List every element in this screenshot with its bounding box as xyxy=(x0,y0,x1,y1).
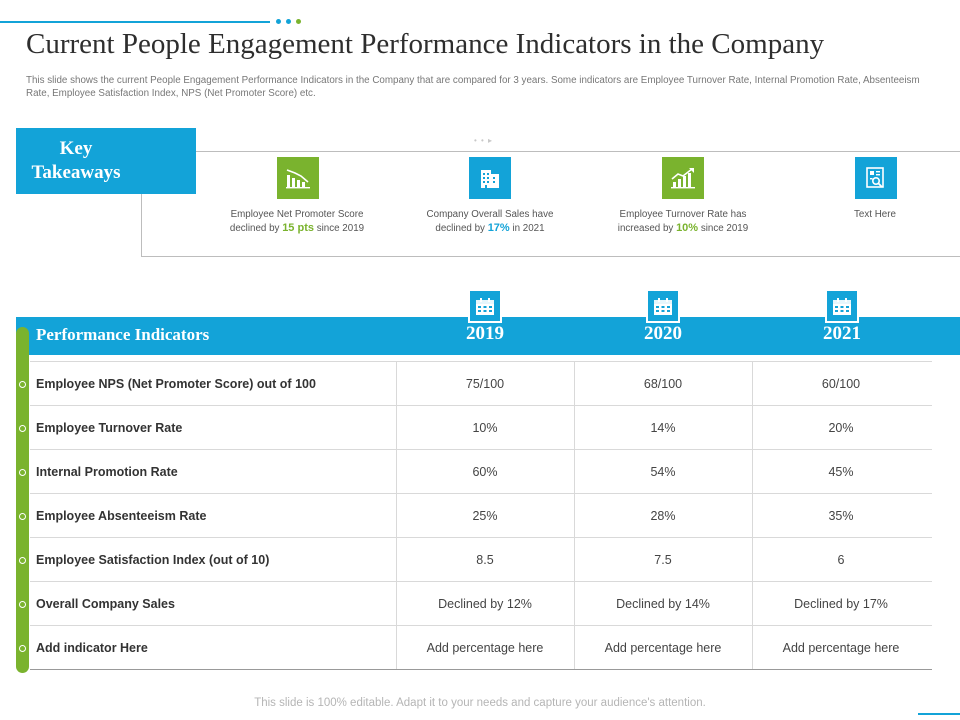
table-cell: 68/100 xyxy=(643,377,683,391)
header-accent-line xyxy=(0,21,270,23)
row-indicator-rail xyxy=(16,327,29,673)
table-cell: Add percentage here xyxy=(782,641,900,655)
rising-bar-chart-icon xyxy=(662,157,704,199)
calendar-icon xyxy=(468,289,502,323)
footer-accent-line xyxy=(918,713,960,715)
row-divider xyxy=(30,405,932,406)
calendar-icon xyxy=(825,289,859,323)
key-takeaways-label-line2: Takeaways xyxy=(31,162,121,183)
row-divider xyxy=(30,449,932,450)
table-cell: 10% xyxy=(472,421,498,435)
report-search-icon xyxy=(855,157,897,199)
row-divider xyxy=(30,625,932,626)
page-subtitle: This slide shows the current People Enga… xyxy=(26,75,920,99)
table-header-band xyxy=(16,317,960,355)
row-label: Add indicator Here xyxy=(36,641,148,655)
table-cell: 25% xyxy=(472,509,498,523)
table-cell: 45% xyxy=(828,465,854,479)
table-cell: Declined by 14% xyxy=(616,597,710,611)
row-label: Employee NPS (Net Promoter Score) out of… xyxy=(36,377,316,391)
table-cell: 7.5 xyxy=(654,553,672,567)
row-divider xyxy=(30,669,932,670)
header-dot xyxy=(276,19,281,24)
table-cell: Declined by 12% xyxy=(438,597,532,611)
column-divider xyxy=(396,361,397,669)
key-takeaways-label: Key Takeaways xyxy=(16,128,196,194)
table-cell: 75/100 xyxy=(465,377,505,391)
column-divider xyxy=(574,361,575,669)
table-cell: 14% xyxy=(650,421,676,435)
year-header-2020: 2020 xyxy=(644,323,682,344)
footer-note: This slide is 100% editable. Adapt it to… xyxy=(254,697,706,709)
table-cell: 20% xyxy=(828,421,854,435)
key-takeaways-label-line1: Key xyxy=(59,138,93,159)
row-divider xyxy=(30,361,932,362)
row-divider xyxy=(30,537,932,538)
row-divider xyxy=(30,493,932,494)
calendar-icon xyxy=(646,289,680,323)
row-marker xyxy=(19,469,26,476)
table-cell: 35% xyxy=(828,509,854,523)
row-marker xyxy=(19,557,26,564)
table-cell: 60/100 xyxy=(821,377,861,391)
year-header-2019: 2019 xyxy=(466,323,504,344)
takeaway-text-2: Company Overall Sales have declined by 1… xyxy=(426,209,554,234)
table-cell: 60% xyxy=(472,465,498,479)
row-marker xyxy=(19,381,26,388)
row-label: Employee Turnover Rate xyxy=(36,421,183,435)
header-dot xyxy=(296,19,301,24)
row-divider xyxy=(30,581,932,582)
declining-bar-chart-icon xyxy=(277,157,319,199)
table-cell: Add percentage here xyxy=(604,641,722,655)
table-cell: Declined by 17% xyxy=(794,597,888,611)
year-header-2021: 2021 xyxy=(823,323,861,344)
row-label: Overall Company Sales xyxy=(36,597,175,611)
column-divider xyxy=(752,361,753,669)
table-cell: 8.5 xyxy=(476,553,494,567)
table-cell: 28% xyxy=(650,509,676,523)
row-label: Internal Promotion Rate xyxy=(36,465,178,479)
takeaway-text-4: Text Here xyxy=(854,209,896,220)
row-marker xyxy=(19,425,26,432)
table-cell: 54% xyxy=(650,465,676,479)
page-title: Current People Engagement Performance In… xyxy=(26,28,825,60)
takeaway-text-1: Employee Net Promoter Score declined by … xyxy=(229,209,365,234)
carousel-pager: • • ▸ xyxy=(474,136,494,145)
row-label: Employee Absenteeism Rate xyxy=(36,509,207,523)
table-cell: Add percentage here xyxy=(426,641,544,655)
row-marker xyxy=(19,513,26,520)
row-marker xyxy=(19,601,26,608)
building-icon xyxy=(469,157,511,199)
table-cell: 6 xyxy=(837,553,845,567)
row-marker xyxy=(19,645,26,652)
takeaway-text-3: Employee Turnover Rate has increased by … xyxy=(617,209,749,234)
key-takeaways-panel xyxy=(141,151,960,257)
header-dot xyxy=(286,19,291,24)
performance-indicators-heading: Performance Indicators xyxy=(36,325,210,344)
row-label: Employee Satisfaction Index (out of 10) xyxy=(36,553,270,567)
